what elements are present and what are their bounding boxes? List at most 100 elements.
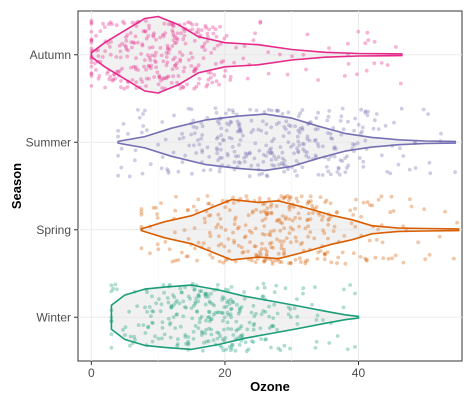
data-point — [302, 142, 306, 147]
data-point — [269, 125, 274, 130]
data-point — [269, 345, 273, 350]
data-point — [242, 297, 247, 301]
data-point — [140, 171, 145, 176]
y-tick-label: Autumn — [30, 48, 71, 62]
data-point — [206, 294, 211, 299]
data-point — [153, 54, 157, 58]
data-point — [237, 121, 242, 126]
data-point — [365, 30, 370, 35]
data-point — [290, 54, 294, 59]
data-point — [278, 145, 283, 150]
data-point — [348, 208, 353, 213]
data-point — [144, 343, 149, 348]
data-point — [164, 50, 169, 55]
data-point — [219, 116, 223, 121]
data-point — [274, 157, 278, 162]
data-point — [210, 255, 215, 260]
data-point — [243, 223, 248, 228]
data-point — [206, 70, 211, 75]
data-point — [192, 38, 197, 43]
data-point — [222, 36, 227, 41]
data-point — [106, 41, 110, 46]
data-point — [326, 169, 331, 174]
data-point — [438, 139, 443, 144]
data-point — [242, 290, 247, 294]
data-point — [325, 118, 330, 123]
data-point — [286, 110, 291, 115]
data-point — [251, 38, 256, 43]
data-point — [108, 52, 113, 57]
data-point — [267, 314, 272, 319]
data-point — [274, 204, 279, 209]
data-point — [177, 301, 182, 306]
data-point — [196, 81, 201, 86]
data-point — [194, 296, 199, 301]
data-point — [280, 221, 284, 226]
data-point — [177, 22, 182, 27]
data-point — [189, 64, 194, 68]
data-point — [288, 240, 293, 245]
data-point — [217, 82, 222, 87]
data-point — [288, 307, 293, 312]
data-point — [352, 142, 357, 147]
data-point — [145, 128, 149, 133]
data-point — [311, 157, 315, 162]
data-point — [247, 229, 252, 233]
data-point — [200, 160, 204, 165]
data-point — [89, 60, 94, 65]
data-point — [154, 301, 159, 306]
data-point — [209, 327, 214, 332]
data-point — [208, 234, 213, 239]
data-point — [293, 169, 297, 173]
data-point — [235, 165, 240, 169]
data-point — [212, 288, 217, 292]
data-point — [224, 128, 229, 133]
data-point — [360, 125, 365, 130]
data-point — [413, 141, 418, 146]
data-point — [296, 150, 301, 155]
data-point — [136, 323, 141, 327]
data-point — [222, 296, 227, 301]
data-point — [455, 220, 459, 225]
data-point — [251, 127, 256, 132]
data-point — [225, 300, 230, 305]
data-point — [110, 22, 114, 27]
data-point — [293, 215, 298, 220]
data-point — [266, 107, 271, 112]
data-point — [166, 74, 171, 79]
data-point — [227, 302, 232, 306]
data-point — [201, 168, 206, 173]
data-point — [251, 209, 255, 214]
data-point — [163, 31, 168, 35]
data-point — [112, 72, 116, 77]
data-point — [139, 210, 144, 214]
data-point — [208, 75, 213, 80]
data-point — [294, 239, 299, 244]
data-point — [335, 261, 339, 265]
data-point — [119, 146, 124, 151]
data-point — [326, 218, 331, 223]
data-point — [171, 293, 175, 297]
data-point — [173, 300, 178, 305]
data-point — [352, 128, 356, 133]
data-point — [263, 232, 267, 237]
data-point — [188, 51, 193, 55]
data-point — [426, 112, 430, 116]
data-point — [229, 315, 234, 320]
data-point — [258, 250, 262, 254]
data-point — [124, 47, 129, 52]
data-point — [250, 230, 254, 235]
data-point — [307, 200, 311, 205]
data-point — [393, 253, 398, 258]
data-point — [228, 312, 233, 317]
data-point — [108, 74, 113, 79]
data-point — [205, 82, 210, 87]
data-point — [343, 261, 348, 266]
data-point — [229, 306, 234, 311]
data-point — [157, 297, 161, 301]
data-point — [186, 294, 191, 299]
data-point — [160, 120, 165, 124]
data-point — [308, 230, 313, 235]
data-point — [189, 306, 194, 310]
data-point — [144, 287, 149, 292]
